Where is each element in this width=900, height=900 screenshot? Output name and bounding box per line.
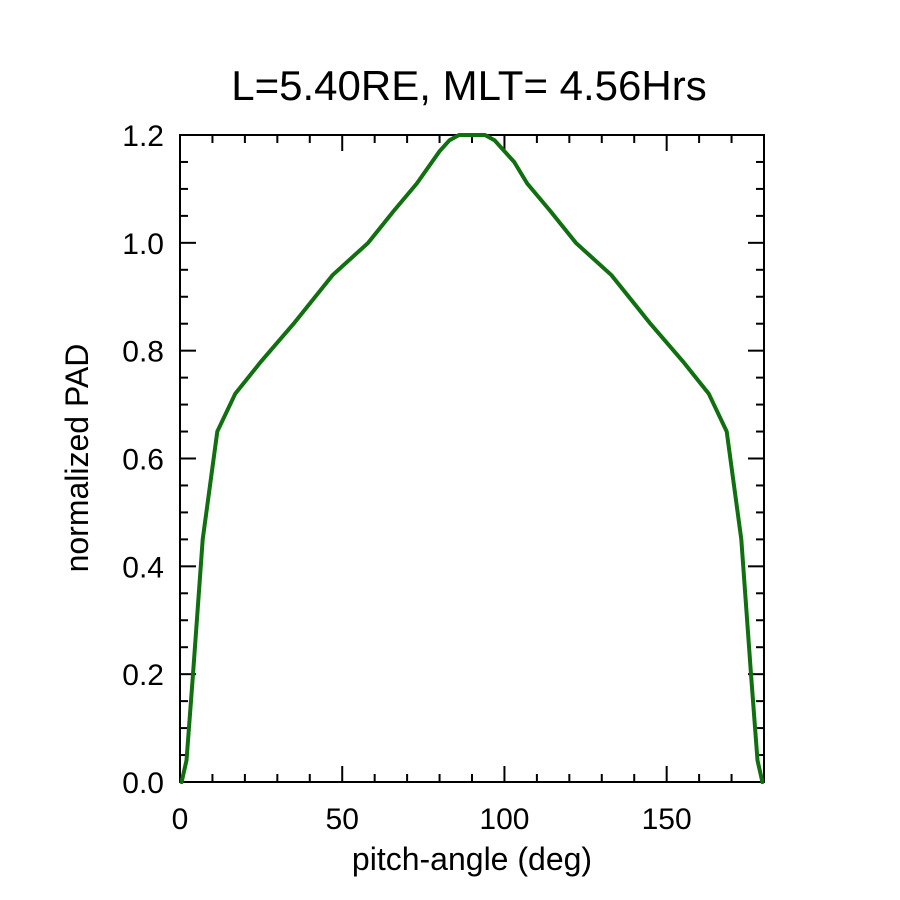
pad-curve [179,133,765,784]
x-tick-label: 0 [172,803,189,836]
y-axis-label: normalized PAD [59,344,95,573]
plot-frame [179,134,765,783]
y-tick-label: 0.8 [122,336,164,369]
x-tick-label: 100 [479,803,529,836]
y-tick-label: 0.6 [122,444,164,477]
y-tick-label: 0.2 [122,659,164,692]
x-tick-label: 50 [326,803,359,836]
x-tick-label: 150 [642,803,692,836]
x-tick-labels: 0 50 100 150 [172,803,692,836]
chart-title: L=5.40RE, MLT= 4.56Hrs [231,62,706,109]
axis-ticks [179,134,765,783]
y-tick-labels: 0.0 0.2 0.4 0.6 0.8 1.0 1.2 [122,120,164,800]
y-tick-label: 0.4 [122,551,164,584]
y-tick-label: 0.0 [122,767,164,800]
y-tick-label: 1.0 [122,228,164,261]
y-tick-label: 1.2 [122,120,164,153]
x-axis-label: pitch-angle (deg) [352,841,592,877]
